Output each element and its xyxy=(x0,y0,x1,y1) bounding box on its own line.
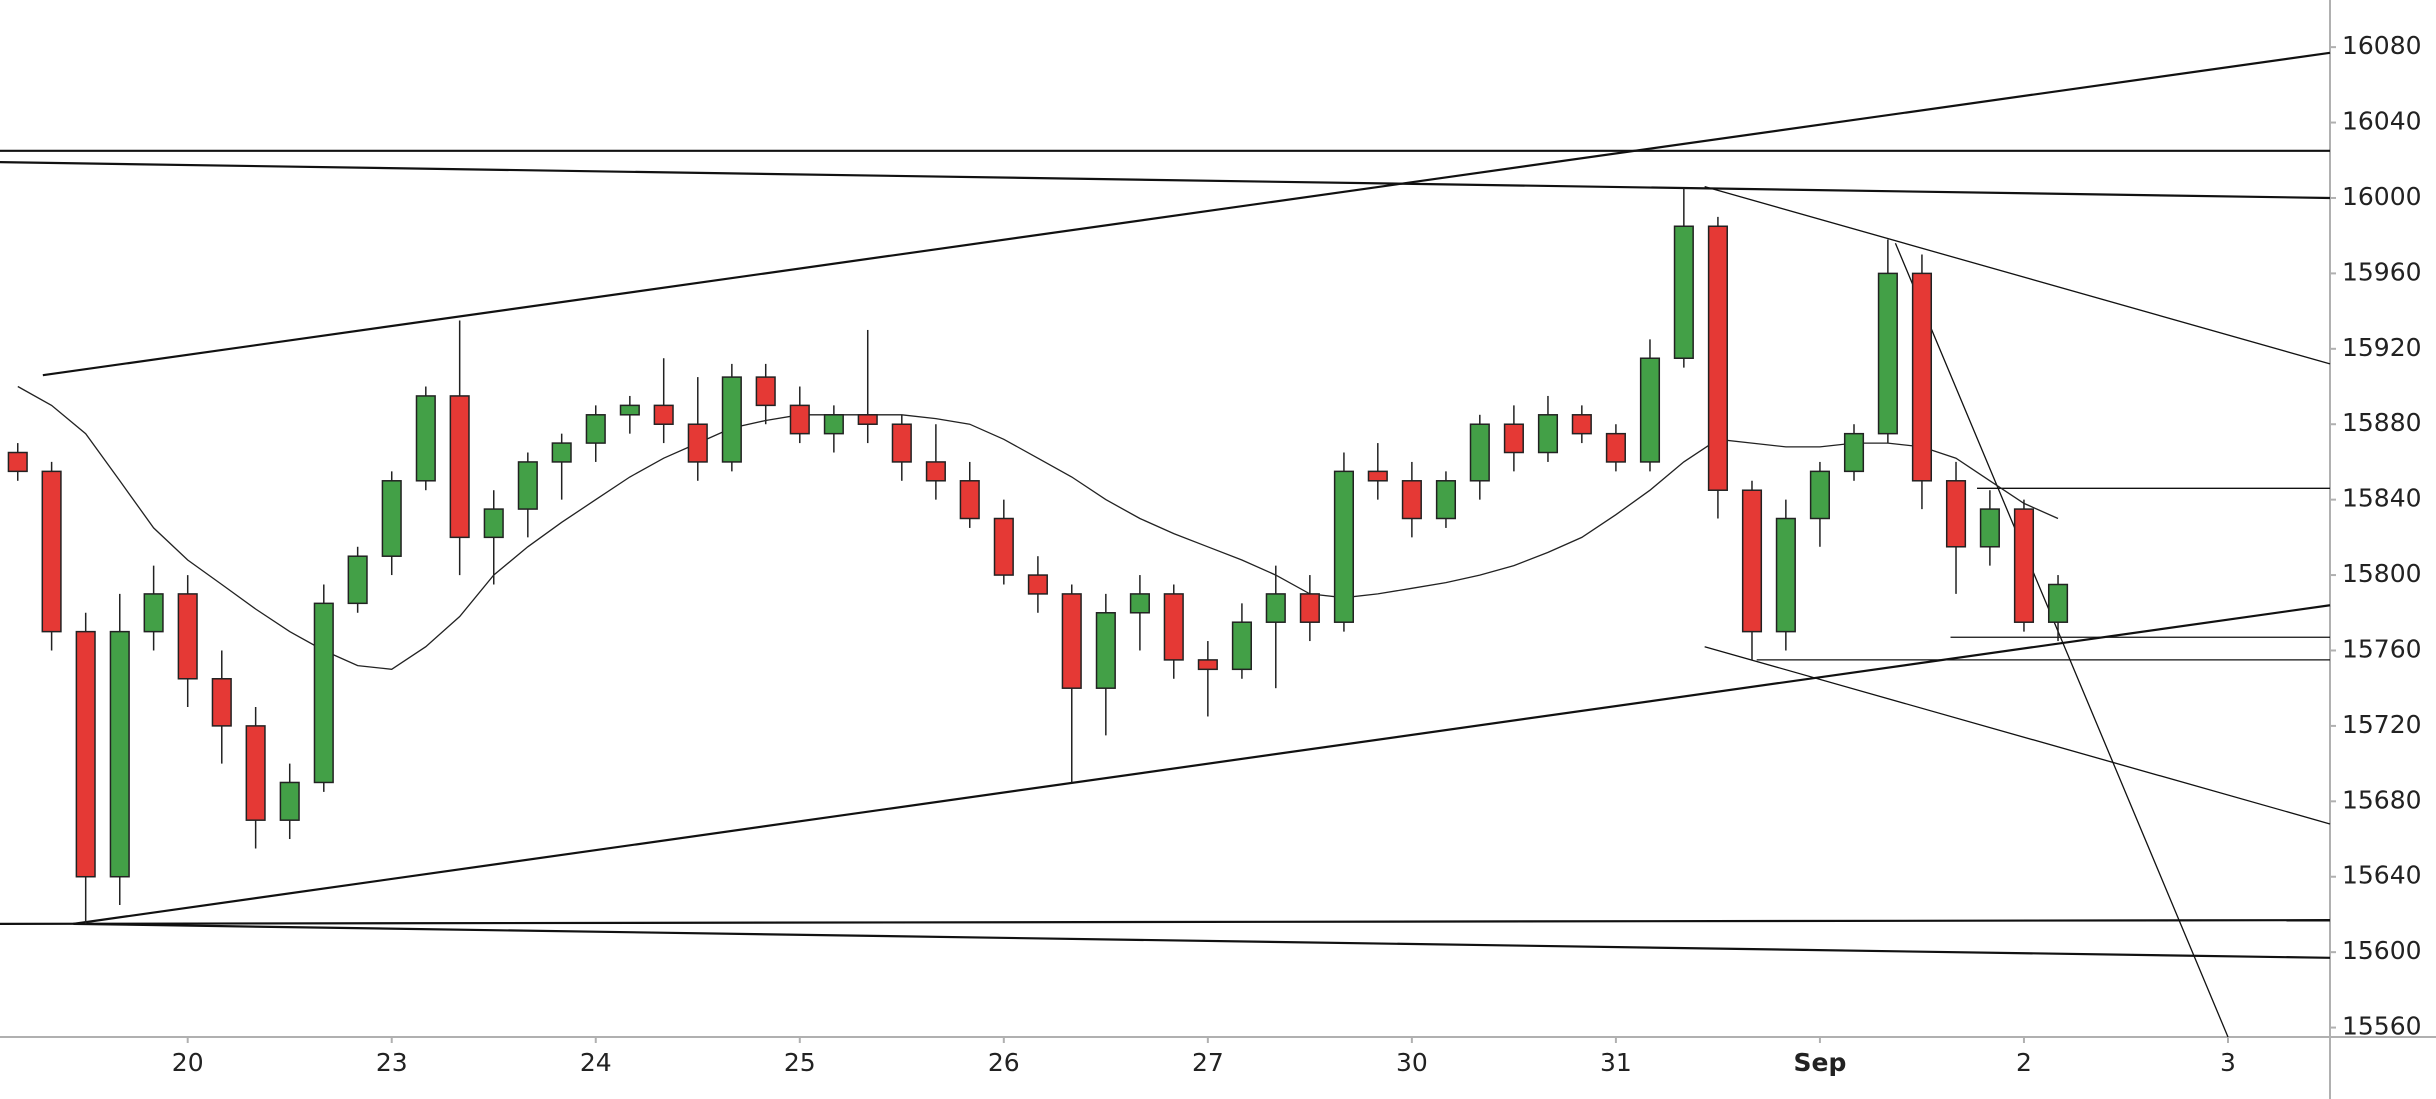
y-tick-label: 16040 xyxy=(2342,107,2422,136)
y-tick-label: 15560 xyxy=(2342,1012,2422,1041)
trend-line xyxy=(1894,242,2229,1038)
candle-body xyxy=(1231,621,1252,671)
candle-body xyxy=(517,461,538,510)
y-tick-label: 16080 xyxy=(2342,31,2422,60)
x-tick-label: 24 xyxy=(580,1048,612,1077)
trend-line xyxy=(0,919,2331,925)
candle-body xyxy=(2047,583,2069,623)
candle-body xyxy=(993,517,1014,576)
candle-body xyxy=(1639,357,1661,463)
candle-body xyxy=(1027,574,1048,595)
candle-body xyxy=(585,414,606,444)
candle-body xyxy=(653,404,674,425)
candle-body xyxy=(1979,508,2000,548)
candle-body xyxy=(1707,225,1728,491)
candle-body xyxy=(75,630,96,878)
trend-line xyxy=(73,922,2331,959)
candle-body xyxy=(381,480,402,557)
candle-body xyxy=(687,423,708,463)
x-tick-label: 3 xyxy=(2220,1048,2236,1077)
x-tick-label: 2 xyxy=(2016,1048,2032,1077)
y-tick-label: 15840 xyxy=(2342,484,2422,513)
candle-body xyxy=(1163,593,1184,661)
candle-body xyxy=(483,508,504,539)
candle-body xyxy=(925,461,946,482)
candle-body xyxy=(823,414,844,435)
candle-body xyxy=(1469,423,1490,482)
y-tick-label: 15880 xyxy=(2342,408,2422,437)
candle-body xyxy=(1333,470,1354,623)
candle-body xyxy=(347,555,368,605)
y-tick-label: 15640 xyxy=(2342,861,2422,890)
y-tick-label: 15600 xyxy=(2342,936,2422,965)
candle-body xyxy=(1537,414,1559,454)
x-tick-label: 27 xyxy=(1192,1048,1224,1077)
candle-body xyxy=(1061,593,1082,689)
trend-line xyxy=(1704,186,2331,365)
candle-body xyxy=(619,404,640,416)
candle-body xyxy=(2013,508,2035,623)
candle-body xyxy=(1401,480,1422,520)
y-tick-label: 15920 xyxy=(2342,333,2422,362)
y-tick-label: 15760 xyxy=(2342,634,2422,663)
candle-body xyxy=(891,423,912,463)
x-tick-label: 30 xyxy=(1396,1048,1428,1077)
y-tick-label: 15960 xyxy=(2342,257,2422,286)
candle-body xyxy=(1367,470,1388,482)
candle-body xyxy=(1741,489,1763,633)
x-tick-label: 31 xyxy=(1600,1048,1632,1077)
candle-body xyxy=(1197,659,1218,671)
candle-body xyxy=(1503,423,1524,454)
candle-body xyxy=(1571,414,1592,435)
candle-body xyxy=(41,470,62,633)
candle-body xyxy=(1605,432,1626,463)
candle-body xyxy=(449,395,470,539)
candle-body xyxy=(143,593,164,633)
candle-body xyxy=(109,630,130,878)
x-tick-label: 20 xyxy=(172,1048,204,1077)
candle-body xyxy=(1877,272,1898,435)
candle-body xyxy=(1775,517,1796,633)
candle-body xyxy=(721,376,742,463)
candle-body xyxy=(211,678,232,727)
y-tick-label: 15720 xyxy=(2342,710,2422,739)
candle-body xyxy=(415,395,436,482)
candle-body xyxy=(1129,593,1150,614)
candle-body xyxy=(789,404,810,435)
candle-body xyxy=(1809,470,1830,520)
candle-body xyxy=(1095,612,1116,689)
y-tick-label: 15680 xyxy=(2342,785,2422,814)
candle-body xyxy=(1435,480,1457,520)
candle-body xyxy=(1265,593,1286,623)
candle-body xyxy=(1299,593,1320,623)
trend-line xyxy=(42,51,2331,377)
candle-body xyxy=(7,451,28,473)
x-tick-label: Sep xyxy=(1794,1048,1847,1077)
candle-body xyxy=(959,480,980,520)
candle-body xyxy=(313,602,334,784)
candle-body xyxy=(1673,225,1694,359)
candle-body xyxy=(857,414,878,425)
candle-body xyxy=(177,593,198,680)
candle-body xyxy=(245,725,266,821)
candle-body xyxy=(1843,432,1865,473)
trend-line xyxy=(0,161,2331,200)
x-tick-label: 25 xyxy=(784,1048,816,1077)
candle-body xyxy=(1945,480,1967,548)
candle-body xyxy=(279,781,300,821)
y-tick-label: 15800 xyxy=(2342,559,2422,588)
trend-line xyxy=(73,604,2331,925)
candle-body xyxy=(755,376,776,407)
x-tick-label: 26 xyxy=(988,1048,1020,1077)
x-tick-label: 23 xyxy=(376,1048,408,1077)
candle-body xyxy=(551,442,572,463)
candle-body xyxy=(1911,272,1933,482)
y-tick-label: 16000 xyxy=(2342,182,2422,211)
trend-line xyxy=(1704,646,2331,825)
